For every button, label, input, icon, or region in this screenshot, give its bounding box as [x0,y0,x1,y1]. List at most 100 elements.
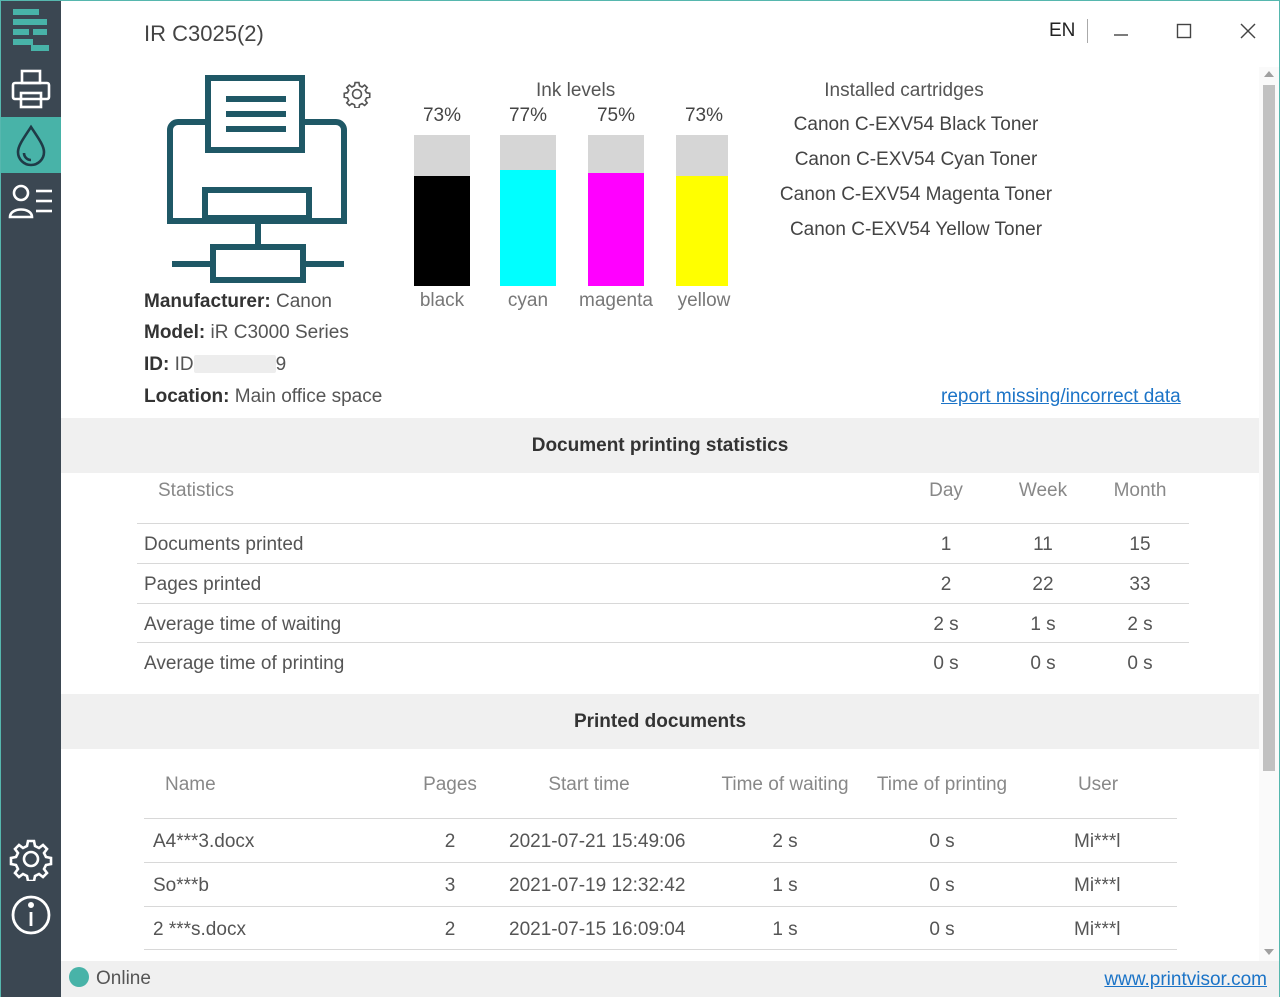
docs-section-header: Printed documents [61,694,1259,749]
model-info: Model: iR C3000 Series [144,322,349,344]
language-selector[interactable]: EN [1049,20,1076,41]
docs-header-waiting[interactable]: Time of waiting [721,774,849,795]
printer-illustration [166,73,351,290]
title-bar: IR C3025(2) EN [61,1,1279,61]
ink-bar [676,135,728,286]
ink-color-name: magenta [579,290,653,311]
doc-name: So***b [153,875,209,896]
printer-icon [11,69,51,109]
sidebar [1,1,61,997]
table-row[interactable]: So***b 3 2021-07-19 12:32:42 1 s 0 s Mi*… [144,862,1177,906]
stats-label: Average time of printing [144,653,345,674]
stats-month-value: 15 [1129,534,1151,555]
sidebar-item-info[interactable] [1,887,61,943]
stats-row: Average time of printing 0 s 0 s 0 s [137,642,1189,682]
stats-header-statistics: Statistics [158,480,235,501]
cartridge-item: Canon C-EXV54 Cyan Toner [794,149,1038,170]
app-logo[interactable] [1,1,61,61]
ink-bar-fill [414,175,470,286]
gear-icon [9,839,53,881]
user-list-icon [8,184,52,219]
table-row[interactable]: A4***3.docx 2 2021-07-21 15:49:06 2 s 0 … [144,818,1177,862]
table-row[interactable]: 2 ***s.docx 2 2021-07-15 16:09:04 1 s 0 … [144,906,1177,950]
docs-header-start-time[interactable]: Start time [548,774,630,795]
location-info: Location: Main office space [144,386,382,408]
stats-day-value: 2 s [933,614,959,635]
ink-color-name: black [419,290,465,311]
docs-header-name[interactable]: Name [165,774,216,795]
doc-name: 2 ***s.docx [153,919,246,940]
cartridges-title: Installed cartridges [824,80,984,101]
stats-row: Pages printed 2 22 33 [137,563,1189,603]
stats-label: Documents printed [144,534,304,555]
stats-week-value: 11 [1033,534,1053,555]
website-link[interactable]: www.printvisor.com [1104,969,1267,990]
ink-percent-label: 75% [596,105,636,126]
doc-user: Mi***l [1074,919,1121,940]
window-title: IR C3025(2) [144,21,264,46]
stats-week-value: 22 [1032,574,1054,595]
doc-pages: 2 [444,919,456,940]
scrollbar-thumb[interactable] [1263,85,1275,771]
doc-waiting: 1 s [772,919,798,940]
ink-bar [414,135,470,286]
vertical-scrollbar[interactable] [1259,67,1279,961]
manufacturer-value: Canon [275,291,332,312]
sidebar-item-ink[interactable] [1,117,61,173]
id-prefix: ID [174,354,194,375]
doc-pages: 2 [444,831,456,852]
stats-header-month: Month [1113,480,1167,501]
sidebar-item-settings[interactable] [1,831,61,887]
doc-user: Mi***l [1074,831,1121,852]
doc-user: Mi***l [1074,875,1121,896]
doc-start-time: 2021-07-15 16:09:04 [509,919,686,940]
scroll-down-arrow-icon[interactable] [1262,945,1276,959]
docs-header-printing[interactable]: Time of printing [876,774,1008,795]
close-button[interactable] [1230,15,1266,47]
stats-header-week: Week [1018,480,1068,501]
stats-day-value: 1 [940,534,952,555]
ink-bar-fill [676,175,728,286]
stats-month-value: 2 s [1127,614,1153,635]
ink-percent-label: 77% [508,105,548,126]
stats-week-value: 0 s [1030,653,1056,674]
ink-bar-fill [588,172,644,286]
report-data-link[interactable]: report missing/incorrect data [941,386,1181,407]
stats-week-value: 1 s [1030,614,1056,635]
stats-day-value: 0 s [933,653,959,674]
cartridge-item: Canon C-EXV54 Black Toner [793,114,1039,135]
manufacturer-info: Manufacturer: Canon [144,291,332,313]
id-info: ID: ID 9 [144,354,286,376]
status-indicator [69,967,89,987]
docs-header-pages[interactable]: Pages [423,774,477,795]
model-label: Model: [144,322,206,343]
gear-icon [343,81,371,109]
ink-color-name: yellow [677,290,731,311]
sidebar-item-printers[interactable] [1,61,61,117]
ink-drop-icon [16,124,46,167]
minimize-icon [1114,34,1128,36]
ink-bar [588,135,644,286]
cartridge-item: Canon C-EXV54 Magenta Toner [779,184,1053,205]
ink-bar [500,135,556,286]
divider [1087,19,1088,43]
app-logo-icon [13,9,49,51]
doc-waiting: 1 s [772,875,798,896]
docs-header-user[interactable]: User [1077,774,1119,795]
location-label: Location: [144,386,230,407]
stats-row: Documents printed 1 11 15 [137,523,1189,563]
stats-day-value: 2 [940,574,952,595]
printer-settings-button[interactable] [343,80,371,113]
info-icon [11,895,51,935]
doc-name: A4***3.docx [153,831,255,852]
maximize-button[interactable] [1166,15,1202,47]
scroll-up-arrow-icon[interactable] [1262,67,1276,81]
doc-start-time: 2021-07-21 15:49:06 [509,831,686,852]
doc-printing: 0 s [929,919,955,940]
doc-printing: 0 s [929,831,955,852]
sidebar-item-users[interactable] [1,173,61,229]
cartridge-item: Canon C-EXV54 Yellow Toner [789,219,1043,240]
ink-color-name: cyan [507,290,549,311]
minimize-button[interactable] [1103,15,1139,47]
